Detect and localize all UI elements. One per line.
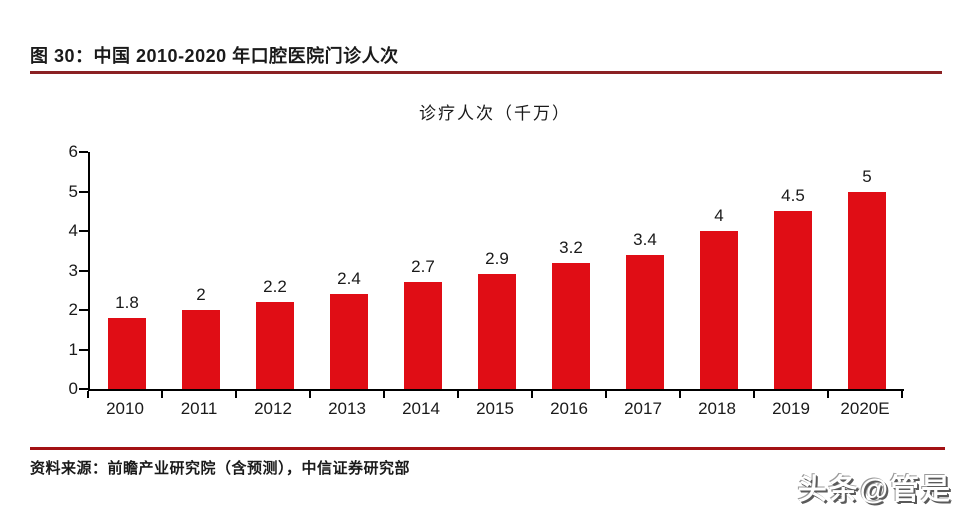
bar-value-label: 2.4 <box>337 269 361 289</box>
bar <box>774 211 812 389</box>
x-axis-tick-mark <box>901 391 903 398</box>
bar-value-label: 2.9 <box>485 249 509 269</box>
bar-value-label: 3.4 <box>633 229 657 249</box>
watermark-toutiao: 头条@管是 <box>797 474 952 506</box>
bar <box>478 274 516 389</box>
x-axis-category-label: 2011 <box>180 399 218 418</box>
x-axis-tick-mark <box>679 391 681 398</box>
x-axis-labels: 2010 2011 2012 2013 2014 2015 2016 2017 2018 2019… <box>88 399 902 419</box>
y-axis-tick-mark <box>79 269 88 272</box>
x-axis-category-label: 2010 <box>106 399 144 418</box>
bar-group: 2.4 <box>312 152 386 389</box>
bar <box>108 317 146 389</box>
y-axis-tick-mark <box>79 309 88 311</box>
y-axis-tick-mark <box>79 151 88 153</box>
chart-title: 诊疗人次（千万） <box>419 104 571 123</box>
bar <box>848 191 886 389</box>
bar <box>552 262 590 389</box>
y-axis-tick-mark <box>79 230 88 232</box>
bar-value-label: 3.2 <box>559 237 583 257</box>
y-axis-tick-label: 0 <box>68 379 78 398</box>
bar-group: 3.2 <box>534 152 608 389</box>
x-axis-category-label: 2015 <box>476 399 514 418</box>
x-axis-category-label: 2013 <box>328 399 366 418</box>
bar-value-label: 5 <box>862 166 872 186</box>
source-divider-line <box>30 447 945 450</box>
data-source-note: 资料来源：前瞻产业研究院（含预测），中信证券研究部 <box>30 460 411 477</box>
figure-caption: 图 30：中国 2010-2020 年口腔医院门诊人次 <box>30 46 399 66</box>
x-axis-category-label: 2017 <box>624 399 662 418</box>
bar-value-label: 4.5 <box>781 186 805 206</box>
bar <box>700 231 738 389</box>
x-axis-tick-mark <box>87 391 89 398</box>
y-axis-tick-label: 4 <box>68 221 78 240</box>
x-axis-tick-mark <box>235 391 237 398</box>
x-axis-tick-mark <box>383 391 385 398</box>
bar-group: 1.8 <box>90 152 164 389</box>
y-axis-tick-mark <box>79 348 88 351</box>
bar-value-label: 1.8 <box>115 292 139 312</box>
bar-group: 2.2 <box>238 152 312 389</box>
bar-group: 5 <box>830 152 904 389</box>
bar <box>256 302 294 389</box>
x-axis-tick-mark <box>457 391 459 398</box>
y-axis-tick-label: 6 <box>68 142 78 161</box>
bar-value-label: 4 <box>714 206 724 225</box>
x-axis-tick-mark <box>827 391 829 398</box>
y-axis-tick-mark <box>79 388 88 390</box>
x-axis-category-label: 2016 <box>550 399 588 418</box>
x-axis-tick-mark <box>161 391 163 398</box>
x-axis-tick-mark <box>531 391 533 398</box>
x-axis-category-label: 2019 <box>772 399 810 418</box>
bar-group: 3.4 <box>608 152 682 389</box>
x-axis-tick-mark <box>605 391 607 398</box>
bar <box>330 294 368 389</box>
bar-value-label: 2.2 <box>263 277 287 297</box>
x-axis-category-label: 2020E <box>840 399 890 418</box>
x-axis-category-label: 2012 <box>254 399 292 418</box>
x-axis-tick-mark <box>309 391 311 398</box>
caption-divider-line <box>30 71 942 74</box>
bar <box>182 310 220 389</box>
bar-chart-plot-area: 1.8 2 2.2 2.4 2.7 2.9 3.2 3.4 4 4.5 5 <box>88 152 904 391</box>
bar <box>626 254 664 389</box>
bar-value-label: 2.7 <box>411 257 435 277</box>
y-axis-tick-label: 1 <box>68 339 78 359</box>
y-axis-tick-label: 3 <box>68 260 78 280</box>
bar <box>404 282 442 389</box>
bar-value-label: 2 <box>196 285 206 304</box>
y-axis-tick-label: 5 <box>68 181 78 201</box>
bar-group: 4 <box>682 152 756 389</box>
bar-group: 2 <box>164 152 238 389</box>
x-axis-tick-mark <box>753 391 755 398</box>
x-axis-category-label: 2014 <box>402 399 440 418</box>
bar-series: 1.8 2 2.2 2.4 2.7 2.9 3.2 3.4 4 4.5 5 <box>90 152 904 389</box>
bar-group: 2.7 <box>386 152 460 389</box>
y-axis-tick-label: 2 <box>68 300 78 319</box>
bar-group: 2.9 <box>460 152 534 389</box>
x-axis-category-label: 2018 <box>698 399 736 418</box>
y-axis-tick-mark <box>79 190 88 193</box>
bar-group: 4.5 <box>756 152 830 389</box>
